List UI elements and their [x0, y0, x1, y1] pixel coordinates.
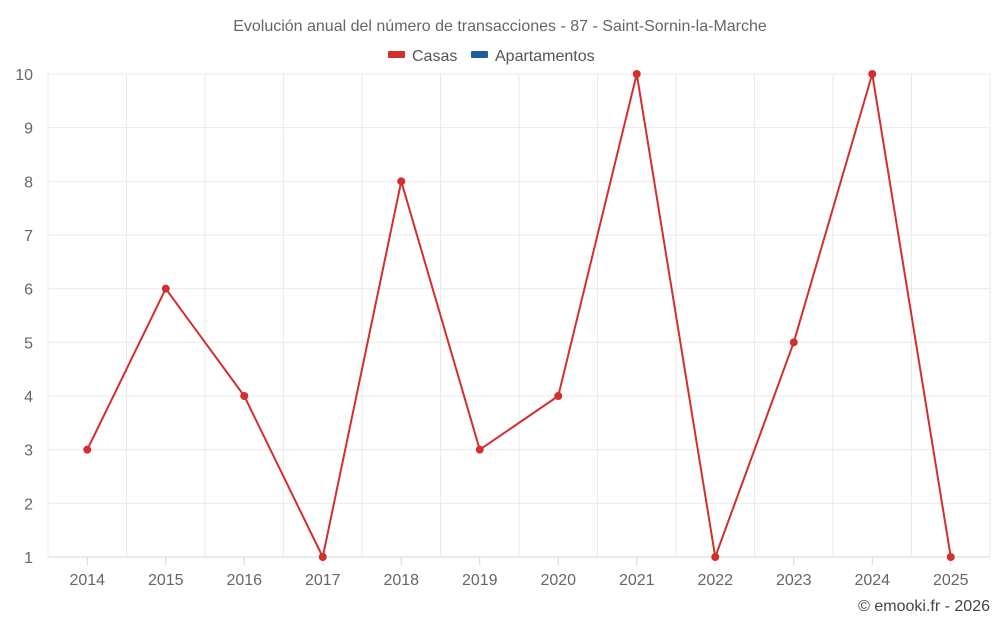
legend-swatch-apartamentos — [471, 51, 488, 58]
data-point[interactable] — [554, 392, 563, 400]
series-line-casas — [86, 73, 952, 558]
x-tick-label: 2024 — [854, 572, 890, 589]
x-tick-label: 2017 — [305, 572, 341, 589]
data-point[interactable] — [868, 70, 877, 78]
data-point[interactable] — [632, 70, 641, 78]
y-tick-label: 10 — [15, 67, 33, 84]
data-point[interactable] — [161, 284, 170, 293]
credit-text: © emooki.fr - 2026 — [858, 598, 990, 615]
data-point[interactable] — [240, 392, 249, 400]
x-tick-label: 2019 — [462, 572, 498, 589]
x-tick-label: 2025 — [933, 572, 969, 589]
data-point[interactable] — [946, 553, 955, 561]
series-casas — [83, 70, 955, 561]
legend-swatch-casas — [388, 51, 405, 58]
x-tick-label: 2016 — [226, 572, 262, 589]
chart-title: Evolución anual del número de transaccio… — [233, 18, 767, 35]
y-tick-label: 5 — [24, 335, 33, 352]
data-point[interactable] — [318, 553, 327, 561]
y-tick-label: 3 — [24, 443, 33, 460]
y-tick-label: 2 — [24, 496, 33, 513]
x-tick-label: 2021 — [619, 572, 655, 589]
x-tick-label: 2020 — [540, 572, 576, 589]
y-axis-ticks: 1 2 3 4 5 6 7 8 9 10 — [15, 67, 33, 567]
x-tick-label: 2023 — [776, 572, 812, 589]
y-tick-label: 1 — [24, 550, 33, 567]
data-point[interactable] — [711, 553, 720, 561]
data-point[interactable] — [397, 177, 406, 186]
legend[interactable]: Casas Apartamentos — [388, 48, 595, 65]
axes — [48, 556, 990, 565]
data-point[interactable] — [789, 338, 798, 347]
x-tick-label: 2014 — [69, 572, 105, 589]
y-tick-label: 4 — [24, 389, 33, 406]
data-point[interactable] — [475, 445, 484, 454]
legend-item-apartamentos[interactable]: Apartamentos — [471, 48, 595, 65]
y-tick-label: 6 — [24, 282, 33, 299]
x-tick-label: 2022 — [697, 572, 733, 589]
x-axis-ticks: 2014 2015 2016 2017 2018 2019 2020 2021 2022 2023… — [69, 572, 968, 589]
grid — [47, 73, 991, 557]
y-tick-label: 9 — [24, 121, 33, 138]
x-tick-label: 2015 — [148, 572, 184, 589]
legend-item-casas[interactable]: Casas — [388, 48, 457, 65]
y-tick-label: 8 — [24, 174, 33, 191]
x-tick-label: 2018 — [383, 572, 419, 589]
y-tick-label: 7 — [24, 228, 33, 245]
legend-label-apartamentos: Apartamentos — [495, 48, 595, 65]
legend-label-casas: Casas — [412, 48, 457, 65]
data-point[interactable] — [83, 445, 92, 454]
